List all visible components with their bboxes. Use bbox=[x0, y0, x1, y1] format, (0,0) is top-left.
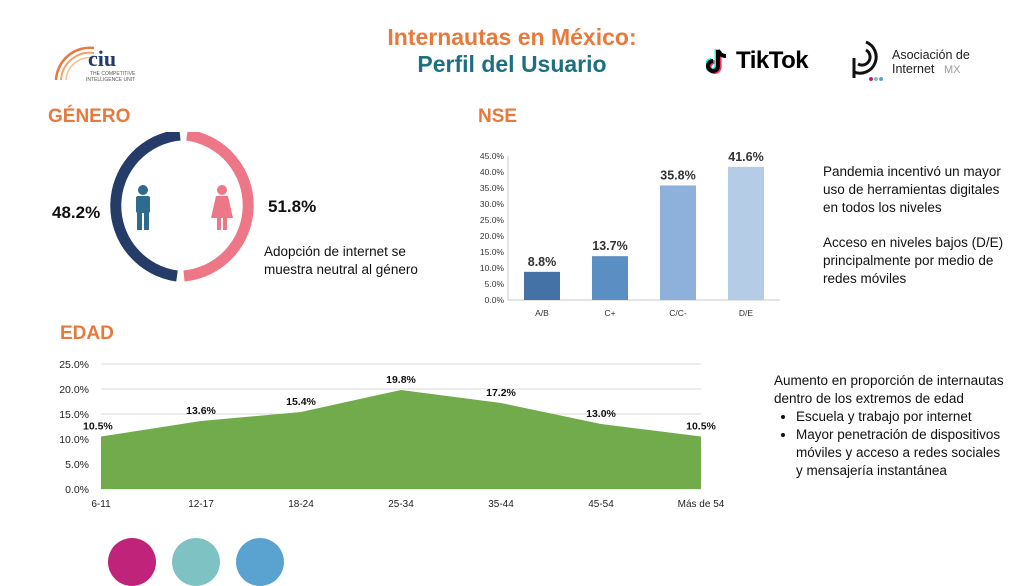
asociacion-logo-icon bbox=[852, 40, 883, 81]
nse-y-tick-label: 25.0% bbox=[480, 215, 505, 225]
ciu-tagline-2: INTELLIGENCE UNIT bbox=[86, 77, 136, 83]
edad-category-label: 12-17 bbox=[188, 499, 214, 510]
female-person-icon bbox=[211, 185, 233, 230]
asociacion-line-1: Asociación de bbox=[892, 48, 970, 62]
nse-category-label: C+ bbox=[604, 308, 615, 318]
edad-data-label: 15.4% bbox=[286, 396, 316, 408]
edad-y-tick-label: 20.0% bbox=[59, 384, 89, 396]
edad-category-label: 18-24 bbox=[288, 499, 314, 510]
edad-category-label: 45-54 bbox=[588, 499, 614, 510]
tiktok-logo-text: TikTok bbox=[736, 47, 809, 74]
nse-note-2: Acceso en niveles bajos (D/E) principalm… bbox=[823, 235, 1004, 286]
nse-bar bbox=[728, 166, 764, 300]
tiktok-note-icon bbox=[706, 49, 727, 74]
edad-y-tick-label: 0.0% bbox=[65, 484, 89, 496]
ciu-logo-text: ciu bbox=[88, 46, 117, 71]
asociacion-mx: MX bbox=[944, 64, 961, 76]
edad-area-series bbox=[101, 390, 701, 489]
edad-category-label: Más de 54 bbox=[678, 499, 725, 510]
edad-data-label: 13.6% bbox=[186, 405, 216, 417]
edad-bullet-1: Escuela y trabajo por internet bbox=[796, 408, 1006, 426]
nse-category-label: D/E bbox=[739, 308, 754, 318]
ciu-tagline-1: THE COMPETITIVE bbox=[90, 71, 136, 77]
nse-y-tick-label: 35.0% bbox=[480, 183, 505, 193]
genero-donut-chart bbox=[110, 132, 254, 282]
nse-y-tick-label: 15.0% bbox=[480, 247, 505, 257]
edad-data-label: 10.5% bbox=[686, 421, 716, 433]
nse-bar bbox=[660, 185, 696, 300]
male-percentage: 48.2% bbox=[52, 203, 101, 222]
donut-slice-hombre bbox=[110, 132, 181, 282]
nse-y-tick-label: 10.0% bbox=[480, 263, 505, 273]
edad-y-tick-label: 25.0% bbox=[59, 359, 89, 371]
nse-bar-chart: 0.0% 5.0% 10.0% 15.0% 20.0% 25.0% 30.0% 35.0% 40… bbox=[480, 150, 780, 318]
decorative-circle-blue bbox=[236, 538, 284, 586]
asociacion-internet-logo: Asociación de Internet MX bbox=[846, 38, 996, 86]
nse-y-tick-label: 20.0% bbox=[480, 231, 505, 241]
nse-bar bbox=[592, 256, 628, 300]
nse-data-label: 13.7% bbox=[592, 239, 627, 253]
edad-y-tick-label: 10.0% bbox=[59, 434, 89, 446]
female-percentage: 51.8% bbox=[268, 197, 317, 216]
nse-heading: NSE bbox=[478, 106, 518, 127]
ciu-logo: ciu THE COMPETITIVE INTELLIGENCE UNIT bbox=[48, 40, 138, 84]
decorative-circle-teal bbox=[172, 538, 220, 586]
male-person-icon bbox=[136, 185, 150, 230]
edad-bullet-2: Mayor penetración de dispositivos móvile… bbox=[796, 426, 1006, 480]
page-title: Internautas en México: bbox=[387, 24, 637, 50]
edad-data-label: 10.5% bbox=[83, 421, 113, 433]
nse-y-tick-label: 0.0% bbox=[485, 295, 505, 305]
nse-category-label: A/B bbox=[535, 308, 549, 318]
nse-category-label: C/C- bbox=[669, 308, 687, 318]
donut-slice-mujer bbox=[183, 132, 254, 282]
genero-note: Adopción de internet se muestra neutral … bbox=[264, 244, 418, 277]
nse-bar bbox=[524, 271, 560, 300]
edad-y-tick-label: 15.0% bbox=[59, 409, 89, 421]
nse-note-1: Pandemia incentivó un mayor uso de herra… bbox=[823, 164, 1001, 215]
edad-note: Aumento en proporción de internautas den… bbox=[774, 372, 1006, 480]
nse-y-tick-label: 30.0% bbox=[480, 199, 505, 209]
page-subtitle: Perfil del Usuario bbox=[417, 51, 607, 77]
edad-data-label: 19.8% bbox=[386, 374, 416, 386]
nse-data-label: 35.8% bbox=[660, 168, 695, 182]
edad-note-intro: Aumento en proporción de internautas den… bbox=[774, 373, 1004, 406]
ciu-arc-icon bbox=[54, 46, 95, 81]
edad-category-label: 25-34 bbox=[388, 499, 414, 510]
edad-area-chart: 0.0% 5.0% 10.0% 15.0% 20.0% 25.0% 6-11 10.5% 12-… bbox=[59, 359, 725, 510]
edad-category-label: 6-11 bbox=[91, 499, 111, 510]
decorative-circle-magenta bbox=[108, 538, 156, 586]
edad-category-label: 35-44 bbox=[488, 499, 514, 510]
tiktok-logo: TikTok bbox=[706, 45, 826, 77]
edad-data-label: 17.2% bbox=[486, 387, 516, 399]
edad-bullet-list: Escuela y trabajo por internet Mayor pen… bbox=[774, 408, 1006, 480]
edad-heading: EDAD bbox=[60, 323, 114, 344]
edad-y-tick-label: 5.0% bbox=[65, 459, 89, 471]
nse-y-tick-label: 40.0% bbox=[480, 167, 505, 177]
asociacion-line-2: Internet bbox=[892, 62, 935, 76]
nse-data-label: 8.8% bbox=[528, 255, 557, 269]
edad-data-label: 13.0% bbox=[586, 408, 616, 420]
genero-heading: GÉNERO bbox=[48, 106, 131, 127]
nse-y-tick-label: 5.0% bbox=[485, 279, 505, 289]
nse-data-label: 41.6% bbox=[728, 150, 763, 164]
nse-y-tick-label: 45.0% bbox=[480, 151, 505, 161]
